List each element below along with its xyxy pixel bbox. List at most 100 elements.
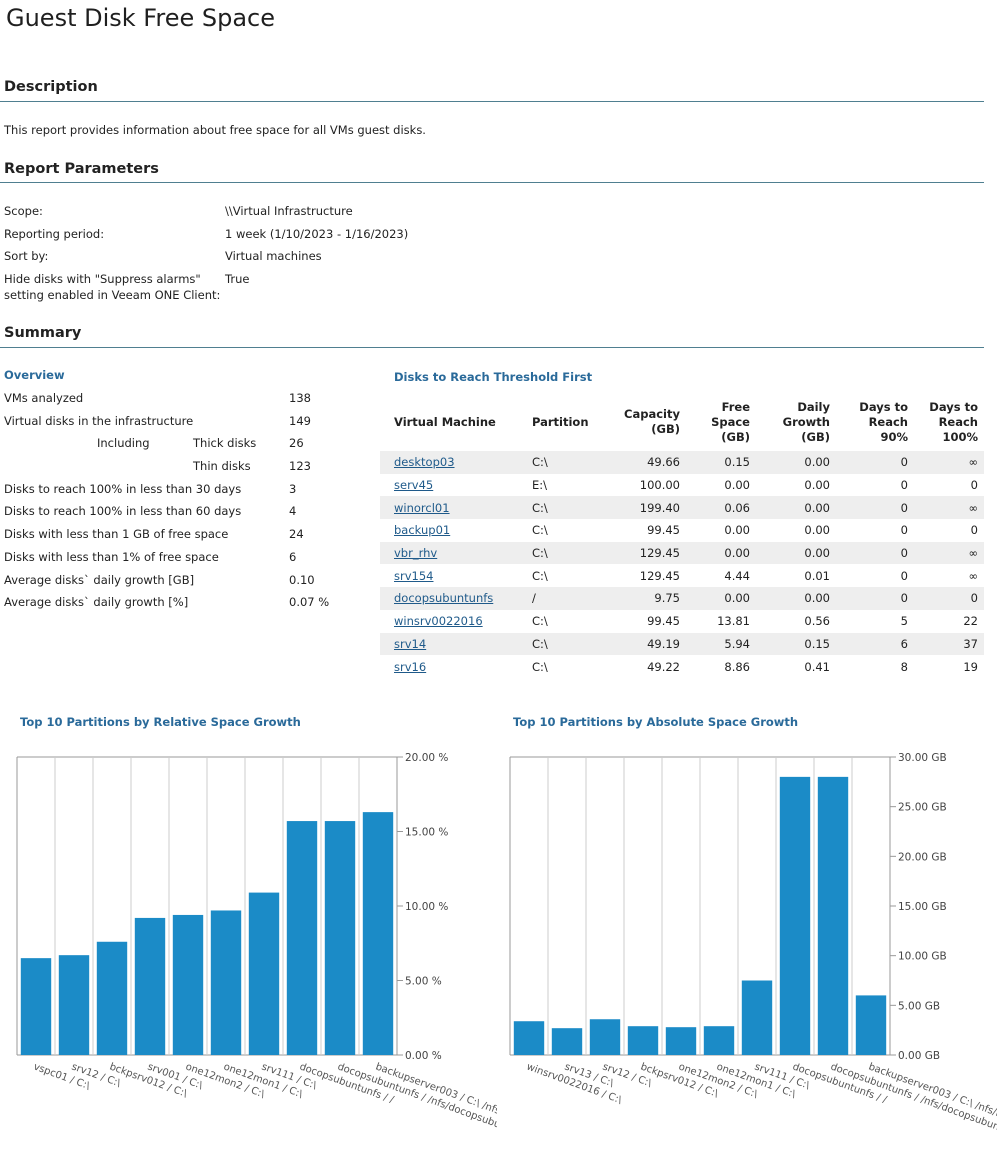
value-cell: 0	[970, 478, 978, 493]
col-header-growth: Daily Growth (GB)	[782, 399, 830, 444]
vm-link[interactable]: backup01	[394, 523, 451, 538]
y-tick-label: 10.00 %	[405, 901, 448, 913]
vm-link[interactable]: serv45	[394, 478, 434, 493]
table-row: srv14 C:\ 49.19 5.94 0.15 6 37	[380, 632, 984, 656]
partition-cell: C:\	[532, 523, 548, 538]
value-cell: 8.86	[724, 659, 750, 674]
param-value-hide: True	[225, 272, 250, 286]
value-cell: 0	[900, 523, 908, 538]
bar	[248, 892, 280, 1055]
bar	[210, 910, 242, 1055]
bar	[20, 958, 52, 1055]
vm-link[interactable]: winorcl01	[380, 496, 526, 520]
value-cell: 0	[836, 496, 914, 520]
y-tick-label: 0.00 %	[405, 1050, 442, 1062]
partition-cell: C:\	[526, 496, 606, 520]
value-cell: 0.00	[724, 523, 750, 538]
col-header-capacity: Capacity (GB)	[624, 407, 680, 436]
y-tick-label: 15.00 %	[405, 827, 448, 839]
overview-title: Overview	[4, 368, 65, 382]
table-row: winorcl01 C:\ 199.40 0.06 0.00 0 ∞	[380, 496, 984, 520]
absolute-growth-chart: 0.00 GB 5.00 GB 10.00 GB 15.00 GB 20.00 GB 25…	[509, 752, 997, 1139]
table-row: desktop03 C:\ 49.66 0.15 0.00 0 ∞	[380, 451, 984, 474]
table-header-row: Virtual Machine Partition Capacity (GB) …	[380, 393, 984, 451]
partition-cell: C:\	[526, 451, 606, 474]
overview-label: Disks with less than 1% of free space	[4, 550, 219, 564]
partition-cell: E:\	[532, 478, 548, 493]
value-cell: 0.00	[804, 478, 830, 493]
value-cell: 19	[963, 659, 978, 674]
overview-value: 138	[289, 391, 311, 405]
overview-value: 24	[289, 527, 304, 541]
value-cell: 4.44	[724, 568, 750, 583]
y-tick-label: 5.00 %	[405, 976, 442, 988]
partition-cell: C:\	[526, 632, 606, 656]
value-cell: 0	[836, 451, 914, 474]
partition-cell: C:\	[532, 614, 548, 629]
value-cell: ∞	[968, 568, 978, 583]
value-cell: 0	[970, 523, 978, 538]
y-tick-label: 20.00 GB	[898, 851, 947, 863]
bar	[779, 776, 811, 1055]
table-row: backup01 C:\ 99.45 0.00 0.00 0 0	[380, 519, 984, 542]
bar	[286, 821, 318, 1055]
y-tick-label: 5.00 GB	[898, 1000, 940, 1012]
divider	[0, 101, 984, 102]
divider	[0, 182, 984, 183]
y-tick-label: 15.00 GB	[898, 901, 947, 913]
partition-cell: C:\	[526, 541, 606, 565]
overview-label: Average disks` daily growth [GB]	[4, 573, 195, 587]
overview-value: 6	[289, 550, 297, 564]
table-row: srv16 C:\ 49.22 8.86 0.41 8 19	[380, 655, 984, 678]
value-cell: 0.56	[804, 614, 830, 629]
table-row: docopsubuntunfs/9.75 0.00 0.00 0 0	[380, 587, 984, 610]
value-cell: 0.00	[686, 587, 756, 610]
value-cell: 199.40	[606, 496, 686, 520]
vm-link[interactable]: winsrv0022016	[394, 614, 483, 629]
param-value-period: 1 week (1/10/2023 - 1/16/2023)	[225, 227, 409, 241]
y-tick-label: 20.00 %	[405, 752, 448, 764]
value-cell: 0.15	[686, 451, 756, 474]
vm-link[interactable]: desktop03	[380, 451, 526, 474]
overview-value: 0.10	[289, 573, 315, 587]
value-cell: 8	[900, 659, 908, 674]
table-row: winsrv0022016 C:\ 99.45 13.81 0.56 5 22	[380, 610, 984, 633]
value-cell: 0.00	[756, 451, 836, 474]
col-header-days100: Days to Reach 100%	[929, 399, 978, 444]
value-cell: 6	[836, 632, 914, 656]
bar	[513, 1021, 545, 1055]
value-cell: 9.75	[606, 587, 686, 610]
relative-growth-chart: 0.00 %5.00 %10.00 %15.00 %20.00 %vspc01 …	[16, 752, 497, 1139]
value-cell: 0	[914, 587, 984, 610]
value-cell: 0.00	[756, 496, 836, 520]
bar	[324, 821, 356, 1055]
col-header-days90: Days to Reach 90%	[859, 399, 908, 444]
value-cell: ∞	[914, 541, 984, 565]
overview-value: 4	[289, 504, 297, 518]
vm-link[interactable]: srv16	[394, 659, 427, 674]
overview-value: 123	[289, 459, 311, 473]
vm-link[interactable]: srv154	[394, 568, 434, 583]
partition-cell: C:\	[532, 659, 548, 674]
overview-value: 0.07 %	[289, 595, 330, 609]
value-cell: 0.00	[756, 587, 836, 610]
overview-value: 26	[289, 436, 304, 450]
vm-link[interactable]: srv14	[380, 632, 526, 656]
col-header-partition: Partition	[532, 414, 589, 429]
y-tick-label: 30.00 GB	[898, 752, 947, 764]
y-tick-label: 25.00 GB	[898, 802, 947, 814]
value-cell: 0	[836, 587, 914, 610]
chart-title-relative: Top 10 Partitions by Relative Space Grow…	[20, 715, 301, 729]
value-cell: 100.00	[639, 478, 680, 493]
divider	[0, 347, 984, 348]
overview-label: Including	[97, 436, 150, 450]
vm-link[interactable]: vbr_rhv	[380, 541, 526, 565]
overview-label: Disks with less than 1 GB of free space	[4, 527, 229, 541]
value-cell: 5.94	[686, 632, 756, 656]
section-description: Description	[4, 79, 98, 95]
chart-title-absolute: Top 10 Partitions by Absolute Space Grow…	[513, 715, 799, 729]
col-header-vm: Virtual Machine	[394, 414, 496, 429]
value-cell: 37	[914, 632, 984, 656]
page-title: Guest Disk Free Space	[6, 4, 275, 32]
vm-link[interactable]: docopsubuntunfs	[380, 587, 526, 610]
